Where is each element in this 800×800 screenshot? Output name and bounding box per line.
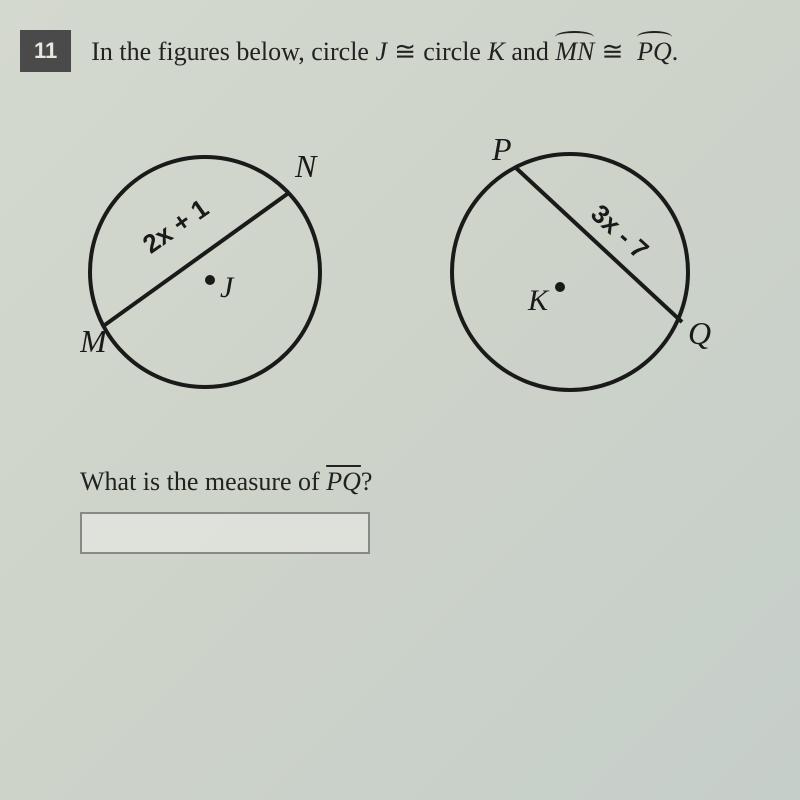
circle-j-svg: J N M 2x + 1 [80,132,350,402]
congruent-1: ≅ [387,36,423,66]
label-k: K [527,284,550,317]
var-k: K [487,37,504,66]
page-container: 11 In the figures below, circle J ≅ circ… [0,0,800,584]
arc-pq: PQ [637,37,672,67]
chord-mn-label: 2x + 1 [137,193,214,259]
circle-k-svg: K P Q 3x - 7 [430,132,720,412]
answer-input-box[interactable] [80,512,370,554]
segment-pq: PQ [326,467,361,496]
text-mid: circle [423,37,487,66]
label-n: N [294,148,318,184]
question-header: 11 In the figures below, circle J ≅ circ… [20,30,780,72]
arc-mn: MN [555,37,594,67]
subquestion-text: What is the measure of PQ? [80,467,780,497]
label-m: M [80,323,109,359]
circle-k-wrapper: K P Q 3x - 7 [430,132,720,417]
sub-prefix: What is the measure of [80,467,326,496]
label-p: P [491,132,512,167]
label-q: Q [688,315,711,351]
circle-j [90,157,320,387]
congruent-2: ≅ [594,36,630,66]
circle-k [452,154,688,390]
text-and: and [505,37,556,66]
text-prefix: In the figures below, circle [91,37,375,66]
question-text: In the figures below, circle J ≅ circle … [91,36,678,67]
label-j: J [220,271,235,304]
circles-container: J N M 2x + 1 K P Q 3x - 7 [20,132,780,417]
center-k-dot [555,282,565,292]
chord-pq-label: 3x - 7 [585,198,654,265]
question-number-badge: 11 [20,30,71,72]
sub-suffix: ? [361,467,373,496]
circle-j-wrapper: J N M 2x + 1 [80,132,350,417]
var-j: J [375,37,387,66]
text-period: . [672,37,679,66]
center-j-dot [205,275,215,285]
